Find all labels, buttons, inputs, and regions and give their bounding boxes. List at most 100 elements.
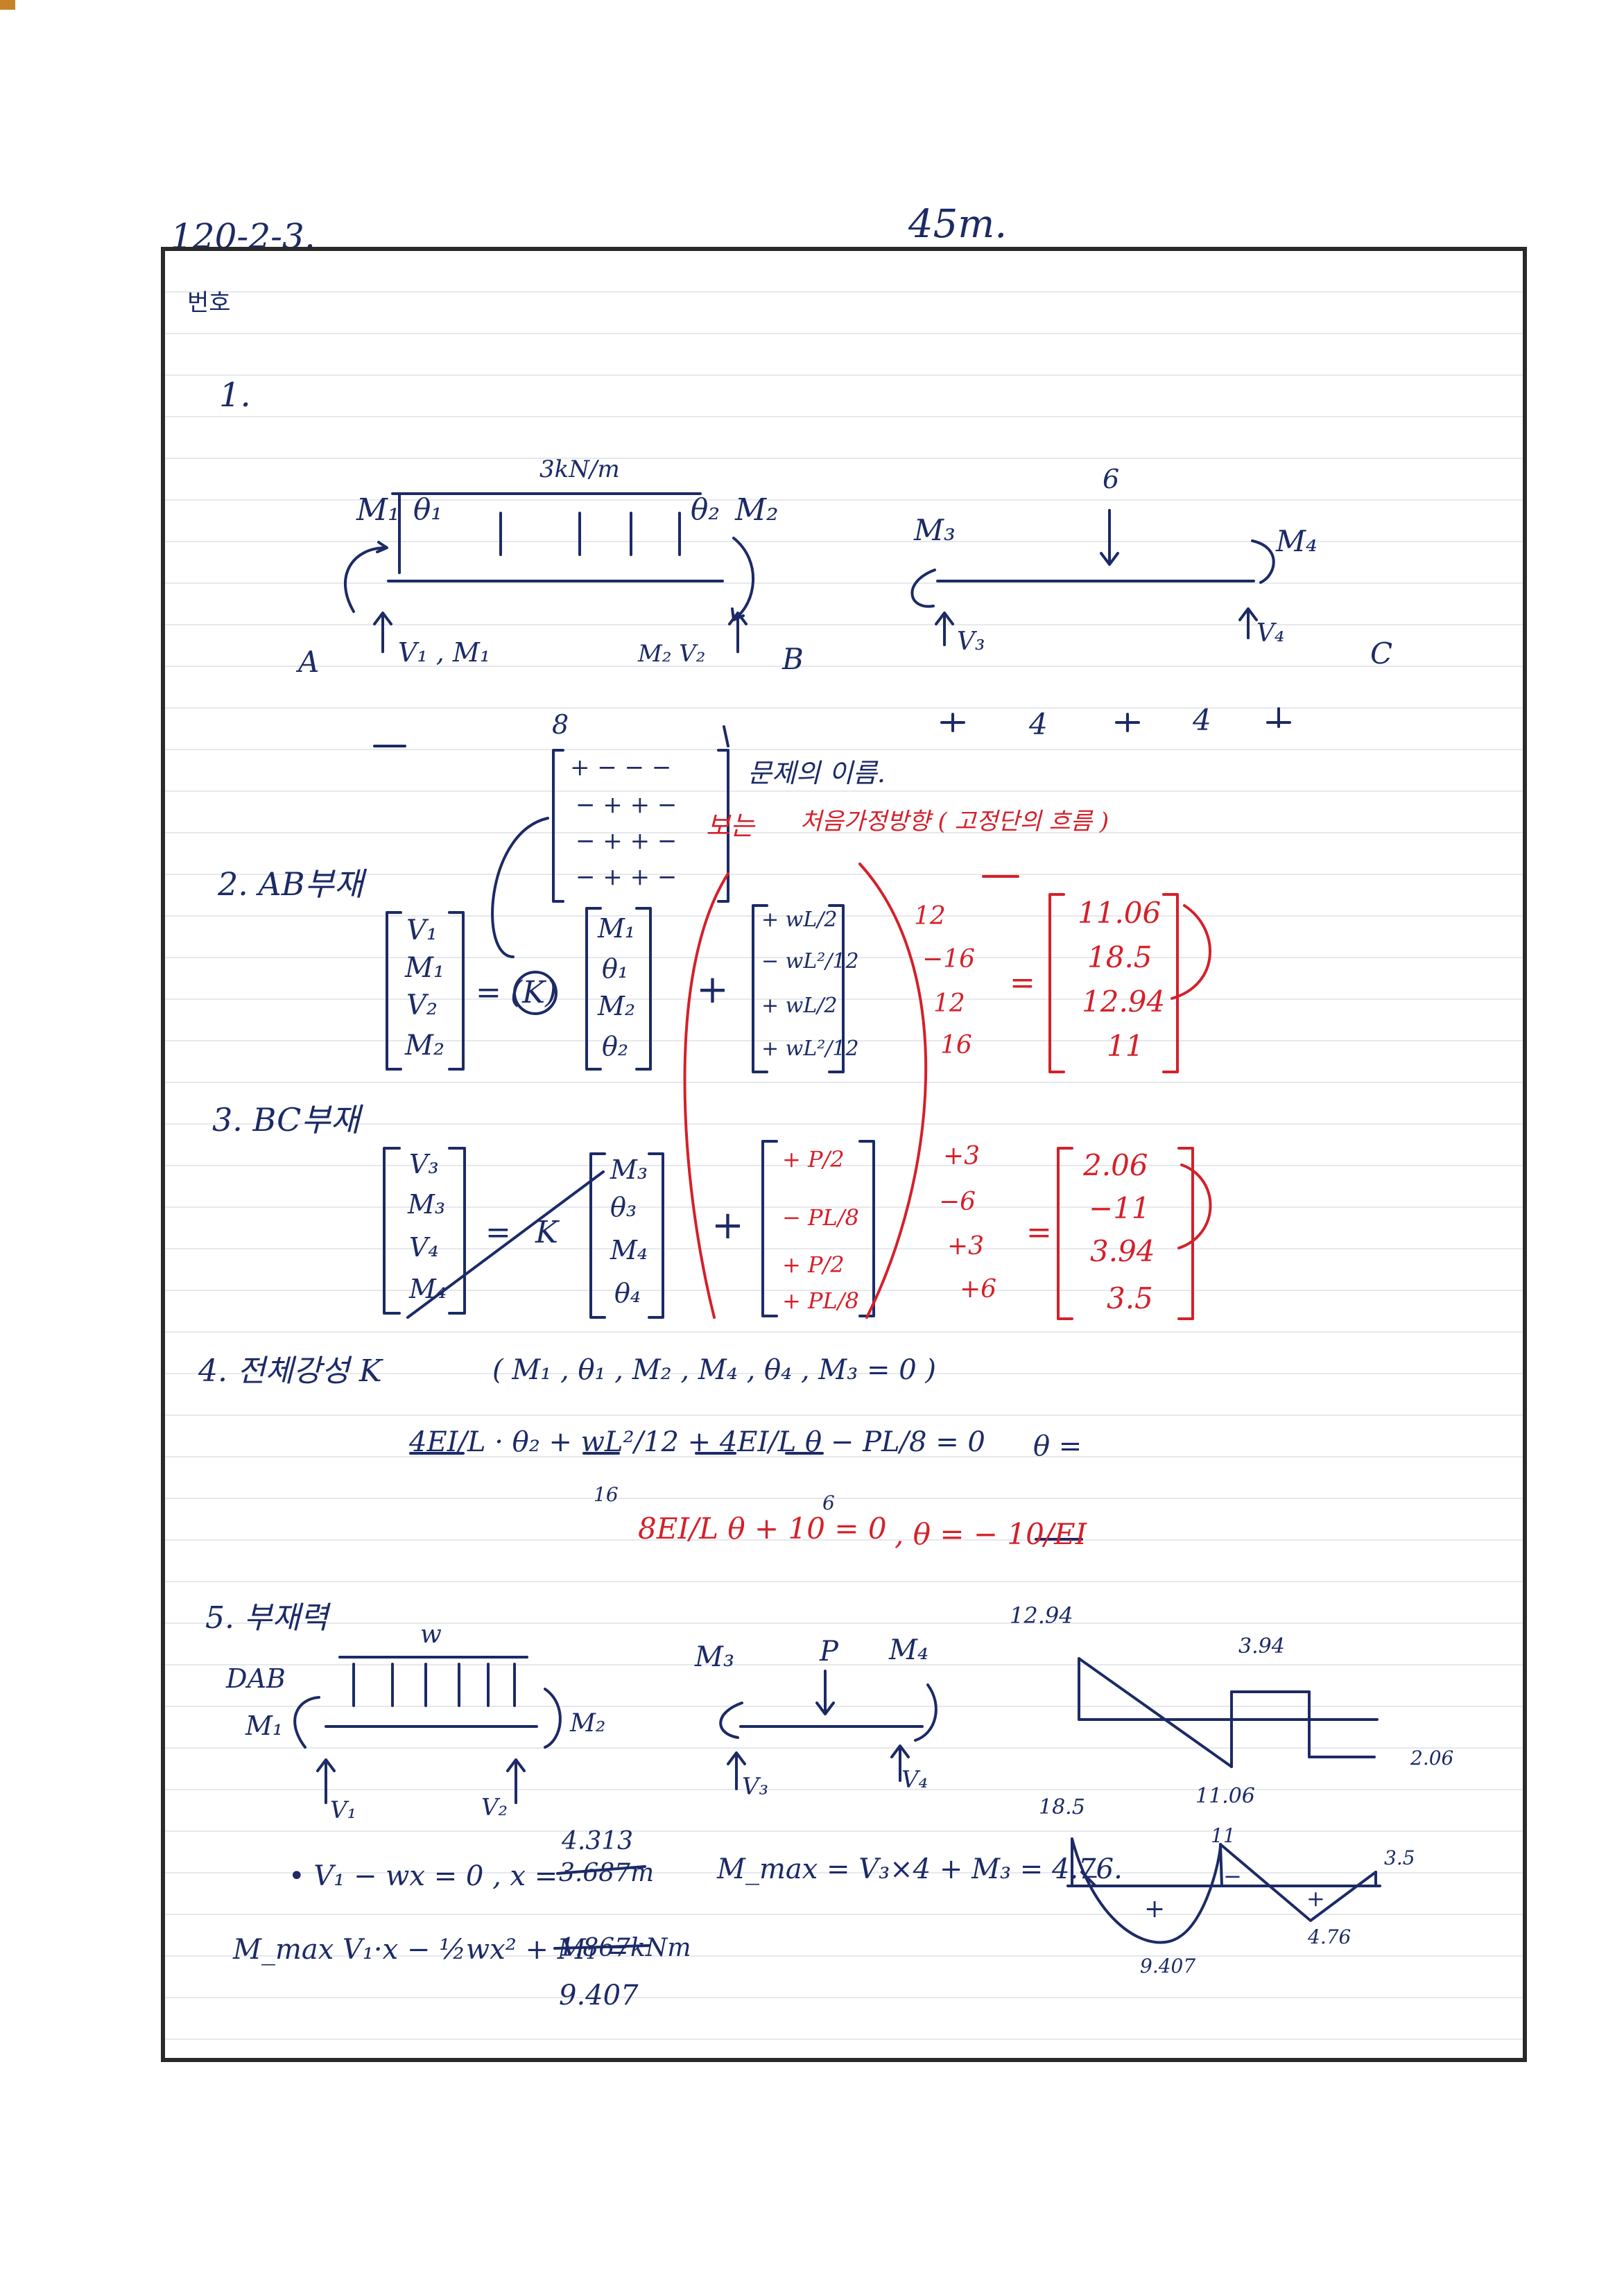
q3-lhs-1: V₃ — [409, 1149, 439, 1179]
q3-result-4: 3.5 — [1107, 1281, 1153, 1315]
shear-label-11-06: 11.06 — [1195, 1784, 1255, 1808]
q2-lhs-3: V₂ — [406, 989, 438, 1021]
q3-dof-3: M₄ — [610, 1235, 648, 1265]
q3-fem-value-3: +3 — [947, 1232, 985, 1261]
sign-row-1: + − − − — [570, 754, 672, 781]
doc-id-dot: . — [304, 216, 316, 257]
q3-fem-3: + P/2 — [782, 1252, 845, 1278]
q5-m3: M₃ — [695, 1641, 734, 1673]
q3-k: K — [535, 1215, 558, 1250]
q5-eq3-new: 9.407 — [559, 1980, 639, 2011]
q5-w: w — [420, 1620, 442, 1649]
q2-result-1: 11.06 — [1078, 896, 1161, 930]
shear-label-3-94: 3.94 — [1238, 1634, 1285, 1659]
moment-label-18-5: 18.5 — [1039, 1795, 1085, 1819]
q4-equation: 4EI/L · θ₂ + wL²/12 + 4EI/L θ − PL/8 = 0 — [409, 1426, 985, 1458]
q2-lhs-2: M₁ — [405, 952, 444, 984]
q5-v4: V₄ — [901, 1766, 928, 1794]
q2-dof-2: θ₁ — [602, 953, 629, 984]
q2-fem-value-2: −16 — [922, 945, 975, 973]
matrix-note-1: 문제의 이름. — [748, 758, 886, 788]
q5-eq3: M_max V₁·x − ½wx² + M₁ = — [233, 1934, 629, 1966]
q4-title: 4. 전체강성 K — [198, 1353, 382, 1389]
q1-span-bc2: 4 — [1193, 703, 1211, 737]
q3-result-equals: = — [1026, 1215, 1052, 1250]
q2-result-2: 18.5 — [1087, 940, 1152, 974]
q3-dof-1: M₃ — [610, 1154, 648, 1185]
sign-matrix-bracket — [491, 749, 729, 958]
q3-title: 3. BC부재 — [212, 1101, 361, 1138]
q4-val6: 6 — [822, 1491, 835, 1514]
q5-eq1-new: 4.313 — [562, 1827, 634, 1855]
q3-equals: = — [485, 1215, 511, 1250]
red-annotation-lines — [683, 863, 1212, 1320]
q5-eq1: • V₁ − wx = 0 , x = — [288, 1860, 558, 1892]
moment-sign-3: + — [1306, 1885, 1325, 1912]
q1-load-label: 3kN/m — [539, 456, 620, 483]
q2-fem-2: − wL²/12 — [761, 949, 859, 973]
q2-result-4: 11 — [1107, 1029, 1144, 1063]
q2-fem-value-3: 12 — [933, 989, 965, 1018]
number-label: 번호 — [187, 289, 231, 317]
q2-result-equals: = — [1010, 965, 1035, 1001]
q3-fem-value-2: −6 — [939, 1188, 976, 1216]
q1-point-load: 6 — [1103, 464, 1120, 494]
q5-v3: V₃ — [742, 1773, 769, 1801]
q2-fem-4: + wL²/12 — [761, 1037, 859, 1061]
corner-mark — [0, 0, 15, 10]
bending-moment-diagram — [1066, 1837, 1381, 1944]
q3-lhs-3: V₄ — [409, 1232, 439, 1263]
q4-fraction-bars — [409, 1452, 1083, 1541]
q5-free-body-bc — [719, 1670, 938, 1790]
moment-label-9-407: 9.407 — [1140, 1955, 1196, 1977]
q5-eq2: M_max = V₃×4 + M₃ = 4.76. — [717, 1853, 1123, 1885]
q2-dof-4: θ₂ — [602, 1031, 629, 1062]
q1-v2-label: M₂ V₂ — [638, 640, 706, 668]
q2-fem-value-4: 16 — [940, 1031, 972, 1059]
q2-k: (K) — [510, 975, 558, 1010]
shear-force-diagram — [1078, 1657, 1379, 1768]
q4-theta-eq: θ = — [1033, 1430, 1082, 1462]
q3-fem-value-4: +6 — [960, 1275, 997, 1304]
q3-fem-1: + P/2 — [782, 1146, 845, 1172]
q4-red-equation: 8EI/L θ + 10 = 0 — [638, 1512, 887, 1546]
q3-dof-4: θ₄ — [614, 1278, 641, 1308]
q4-red-result: , θ = − 10/EI — [895, 1517, 1087, 1551]
q1-v3: V₃ — [957, 627, 985, 656]
q5-dab: DAB — [226, 1663, 286, 1694]
sign-row-2: − + + − — [576, 791, 677, 819]
moment-sign-2: − — [1223, 1863, 1242, 1889]
sign-row-3: − + + − — [576, 827, 677, 855]
moment-label-11: 11 — [1211, 1824, 1236, 1847]
q2-fem-3: + wL/2 — [761, 994, 838, 1018]
q1-v1-label: V₁ , M₁ — [398, 637, 491, 668]
q3-result-1: 2.06 — [1083, 1148, 1148, 1182]
q5-title: 5. 부재력 — [205, 1600, 329, 1636]
q3-lhs-4: M₄ — [409, 1274, 447, 1304]
q5-m2: M₂ — [570, 1709, 606, 1738]
q1-theta1: θ₁ — [413, 492, 443, 526]
strikeouts — [553, 1865, 650, 1950]
q2-result-3: 12.94 — [1082, 985, 1166, 1019]
matrix-note-2: 처음가정방향 ( 고정단의 흐름 ) — [800, 808, 1109, 836]
sign-row-4: − + + − — [576, 863, 677, 891]
q5-eq1-old: 3.687m — [559, 1859, 655, 1887]
moment-sign-1: + — [1144, 1895, 1166, 1923]
q4-condition: ( M₁ , θ₁ , M₂ , M₄ , θ₄ , M₃ = 0 ) — [492, 1354, 936, 1386]
q2-dof-3: M₂ — [598, 991, 636, 1021]
moment-label-4-76: 4.76 — [1308, 1925, 1351, 1948]
notebook-sheet — [161, 247, 1527, 2062]
q3-result-3: 3.94 — [1090, 1234, 1155, 1268]
shear-label-12-94: 12.94 — [1010, 1602, 1073, 1629]
q1-support-b: B — [782, 642, 804, 676]
q1-support-c: C — [1370, 637, 1393, 670]
q2-fem-1: + wL/2 — [761, 908, 838, 932]
q3-plus: + — [711, 1203, 744, 1248]
q5-free-body-ab — [293, 1656, 562, 1804]
q5-v2: V₂ — [481, 1794, 508, 1821]
q1-theta2: θ₂ — [691, 492, 720, 526]
q1-m3: M₃ — [914, 513, 956, 547]
q1-m4: M₄ — [1276, 524, 1318, 558]
q1-support-a: A — [298, 645, 320, 679]
